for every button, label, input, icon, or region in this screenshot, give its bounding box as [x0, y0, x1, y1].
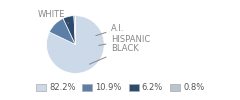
Text: HISPANIC: HISPANIC: [99, 35, 151, 45]
Legend: 82.2%, 10.9%, 6.2%, 0.8%: 82.2%, 10.9%, 6.2%, 0.8%: [32, 80, 208, 96]
Text: BLACK: BLACK: [90, 44, 139, 64]
Text: A.I.: A.I.: [96, 24, 125, 36]
Wedge shape: [63, 16, 75, 44]
Wedge shape: [74, 16, 75, 44]
Wedge shape: [47, 16, 104, 73]
Text: WHITE: WHITE: [38, 10, 69, 23]
Wedge shape: [49, 18, 75, 44]
